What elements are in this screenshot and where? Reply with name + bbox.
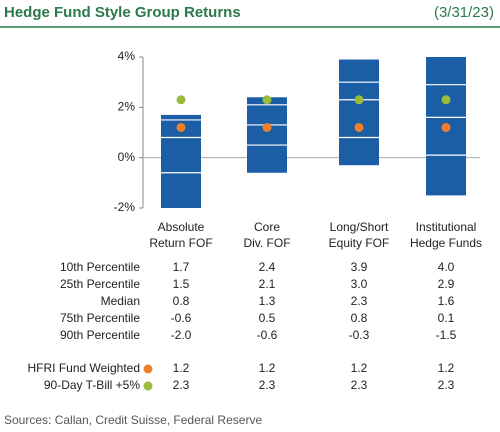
table-value: 2.1	[259, 277, 276, 291]
table-value: 1.7	[173, 260, 190, 274]
marker-dot	[354, 122, 364, 132]
range-bar	[339, 59, 379, 166]
table-value: 1.3	[259, 294, 276, 308]
table-value: 1.2	[259, 361, 276, 375]
row-label: 10th Percentile	[60, 260, 140, 274]
table-value: 1.2	[351, 361, 368, 375]
table-value: 0.8	[173, 294, 190, 308]
y-tick-label: 0%	[118, 150, 136, 164]
marker-dot	[262, 95, 272, 105]
x-tick-label: Absolute	[158, 220, 205, 234]
legend-marker	[143, 364, 153, 374]
x-tick-label: Hedge Funds	[410, 236, 482, 250]
table-value: 1.6	[438, 294, 455, 308]
table-value: -0.6	[257, 328, 278, 342]
source: Sources: Callan, Credit Suisse, Federal …	[4, 413, 262, 427]
table-value: 2.4	[259, 260, 276, 274]
table-value: -0.3	[349, 328, 370, 342]
legend-label: 90-Day T-Bill +5%	[44, 378, 140, 392]
marker-dot	[176, 95, 186, 105]
x-tick-label: Long/Short	[330, 220, 389, 234]
x-tick-label: Div. FOF	[243, 236, 290, 250]
chart-title: Hedge Fund Style Group Returns	[4, 4, 241, 21]
table-value: -2.0	[171, 328, 192, 342]
chart-date: (3/31/23)	[434, 4, 494, 21]
table-value: 2.3	[351, 378, 368, 392]
table-value: 2.3	[438, 378, 455, 392]
y-tick-label: 2%	[118, 100, 136, 114]
legend-marker	[143, 381, 153, 391]
row-label: 25th Percentile	[60, 277, 140, 291]
row-label: Median	[101, 294, 140, 308]
x-tick-label: Core	[254, 220, 280, 234]
table-value: 0.8	[351, 311, 368, 325]
marker-dot	[441, 122, 451, 132]
y-tick-label: -2%	[114, 200, 136, 214]
table-value: 4.0	[438, 260, 455, 274]
marker-dot	[262, 122, 272, 132]
table-value: 2.3	[173, 378, 190, 392]
table-value: 3.0	[351, 277, 368, 291]
row-label: 75th Percentile	[60, 311, 140, 325]
x-tick-label: Equity FOF	[329, 236, 390, 250]
x-tick-label: Return FOF	[149, 236, 212, 250]
row-label: 90th Percentile	[60, 328, 140, 342]
table-value: 1.2	[438, 361, 455, 375]
table-value: 3.9	[351, 260, 368, 274]
marker-dot	[176, 122, 186, 132]
y-tick-label: 4%	[118, 49, 136, 63]
table-value: 0.5	[259, 311, 276, 325]
table-value: 0.1	[438, 311, 455, 325]
table-value: 2.9	[438, 277, 455, 291]
marker-dot	[354, 95, 364, 105]
table-value: 1.5	[173, 277, 190, 291]
legend-label: HFRI Fund Weighted	[28, 361, 141, 375]
table-value: 1.2	[173, 361, 190, 375]
range-bar	[247, 97, 287, 173]
table-value: -1.5	[436, 328, 457, 342]
marker-dot	[441, 95, 451, 105]
table-value: 2.3	[259, 378, 276, 392]
x-tick-label: Institutional	[416, 220, 477, 234]
table-value: -0.6	[171, 311, 192, 325]
table-value: 2.3	[351, 294, 368, 308]
